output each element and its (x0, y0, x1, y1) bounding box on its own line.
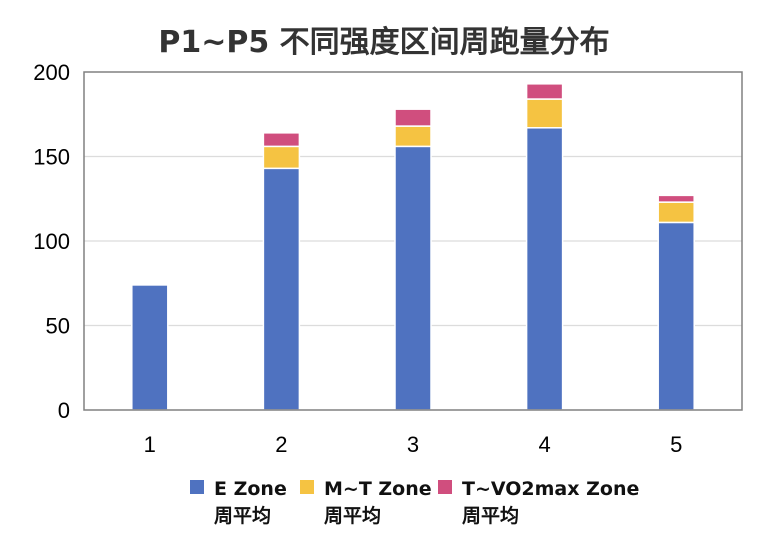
legend-label-line2: 周平均 (462, 504, 519, 527)
bar-segment-3-2 (262, 132, 301, 148)
legend-label: T~VO2max Zone (462, 478, 639, 500)
legend-label-line2: 周平均 (324, 504, 381, 527)
legend-label: E Zone (214, 478, 287, 500)
bar-segment-2-4 (525, 98, 564, 129)
y-tick-label: 0 (58, 398, 70, 423)
bar-segment-2-5 (657, 201, 695, 224)
y-tick-label: 200 (33, 60, 70, 85)
x-tick-label: 4 (538, 432, 550, 457)
legend-swatch (300, 480, 314, 494)
bar-segment-1-1 (131, 284, 169, 411)
bar-segment-3-3 (394, 108, 432, 127)
legend-item-3: T~VO2max Zone 周平均 (438, 478, 639, 527)
bar-segment-3-4 (525, 83, 564, 100)
x-tick-label: 2 (275, 432, 287, 457)
bar-segment-1-5 (657, 221, 695, 411)
x-tick-label: 5 (670, 432, 682, 457)
bars (131, 83, 695, 411)
x-tick-label: 1 (144, 432, 156, 457)
legend: E Zone 周平均 M~T Zone 周平均 T~VO2max Zone 周平均 (190, 478, 639, 527)
bar-segment-1-2 (262, 167, 301, 411)
y-axis-ticks: 0 50 100 150 200 (33, 60, 70, 423)
x-tick-label: 3 (407, 432, 419, 457)
legend-swatch (190, 480, 204, 494)
legend-label-line2: 周平均 (214, 504, 271, 527)
plot-area-frame (83, 71, 743, 411)
chart-title: P1~P5 不同强度区间周跑量分布 (158, 25, 609, 60)
legend-swatch (438, 480, 452, 494)
x-axis-ticks: 1 2 3 4 5 (144, 432, 683, 457)
legend-item-2: M~T Zone 周平均 (300, 478, 432, 527)
bar-segment-1-4 (525, 127, 564, 411)
legend-item-1: E Zone 周平均 (190, 478, 287, 527)
bar-segment-2-2 (262, 145, 301, 170)
y-tick-label: 150 (33, 145, 70, 170)
bar-segment-1-3 (394, 145, 432, 411)
y-tick-label: 50 (46, 314, 70, 339)
bar-segment-3-5 (657, 194, 695, 203)
legend-label: M~T Zone (324, 478, 432, 500)
y-tick-label: 100 (33, 229, 70, 254)
bar-segment-2-3 (394, 125, 432, 148)
